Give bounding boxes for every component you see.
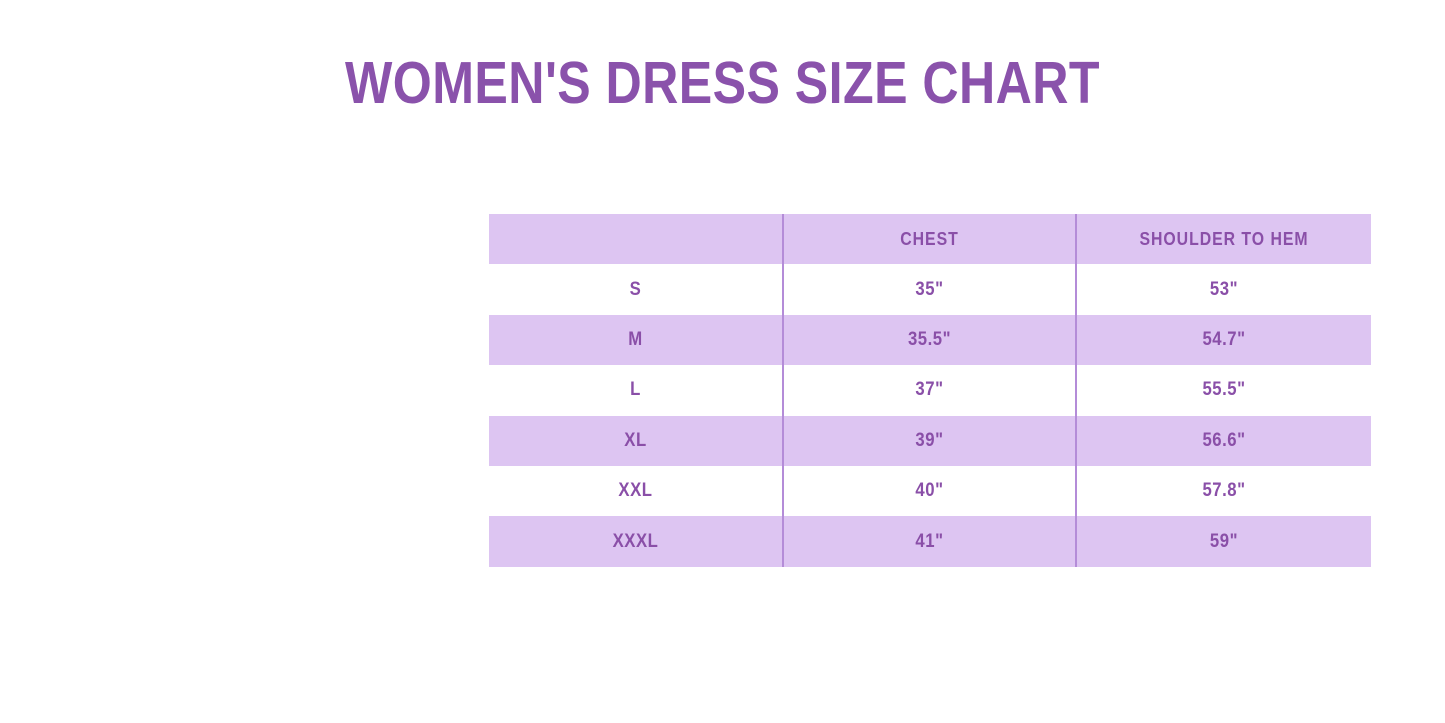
table-row: XXL 40" 57.8" (489, 465, 1371, 517)
cell-size: XL (489, 415, 783, 466)
table-row: L 37" 55.5" (489, 365, 1371, 416)
column-header-shoulder-to-hem: SHOULDER TO HEM (1075, 214, 1371, 265)
table-row: XL 39" 56.6" (489, 415, 1371, 466)
cell-shoulder-to-hem: 56.6" (1075, 415, 1371, 466)
table-row: M 35.5" 54.7" (489, 314, 1371, 366)
cell-shoulder-to-hem: 57.8" (1075, 465, 1371, 517)
cell-size: M (489, 314, 783, 366)
table-row: XXXL 41" 59" (489, 516, 1371, 567)
cell-chest: 35.5" (782, 314, 1076, 366)
cell-size: S (489, 264, 783, 315)
cell-chest: 41" (782, 516, 1076, 567)
cell-chest: 35" (782, 264, 1076, 315)
size-chart-table: CHEST SHOULDER TO HEM S 35" 53" (489, 214, 1371, 567)
table-row: S 35" 53" (489, 264, 1371, 315)
table-header: CHEST SHOULDER TO HEM (489, 214, 1371, 265)
cell-chest: 37" (782, 365, 1076, 416)
cell-size: L (489, 365, 783, 416)
cell-shoulder-to-hem: 54.7" (1075, 314, 1371, 366)
table-body: S 35" 53" M 35.5" 54.7" (489, 264, 1371, 567)
column-header-size (489, 214, 783, 265)
cell-size: XXXL (489, 516, 783, 567)
column-header-chest: CHEST (782, 214, 1076, 265)
cell-shoulder-to-hem: 53" (1075, 264, 1371, 315)
size-chart-container: CHEST SHOULDER TO HEM S 35" 53" (489, 214, 1371, 567)
cell-size: XXL (489, 465, 783, 517)
table-header-row: CHEST SHOULDER TO HEM (489, 214, 1371, 265)
cell-shoulder-to-hem: 55.5" (1075, 365, 1371, 416)
cell-shoulder-to-hem: 59" (1075, 516, 1371, 567)
page-title: WOMEN'S DRESS SIZE CHART (345, 50, 1100, 116)
cell-chest: 39" (782, 415, 1076, 466)
cell-chest: 40" (782, 465, 1076, 517)
